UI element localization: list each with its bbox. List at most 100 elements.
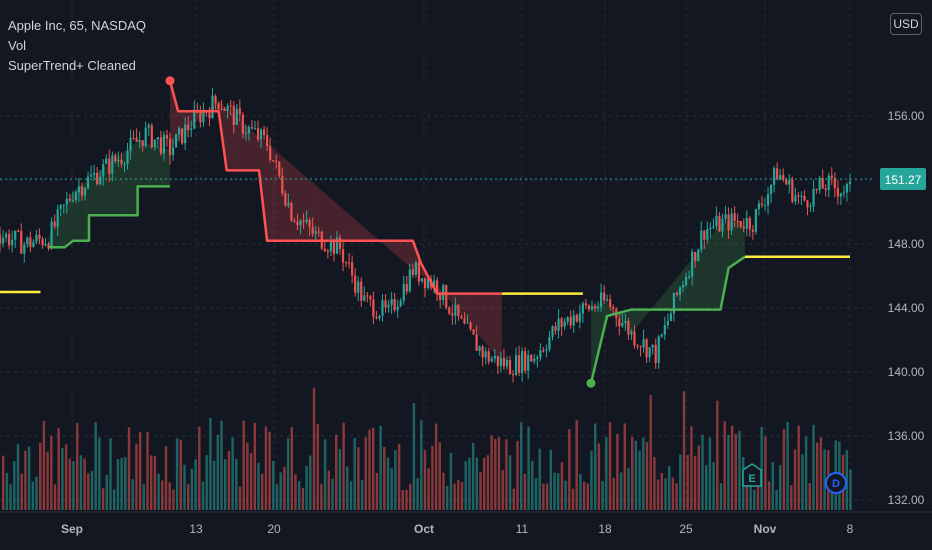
supertrend-fill-down	[170, 80, 502, 363]
candle-body	[472, 329, 475, 335]
volume-bar	[605, 436, 608, 510]
volume-bar	[712, 462, 715, 510]
candle-body	[86, 176, 90, 189]
volume-bar	[39, 442, 42, 510]
volume-bar	[346, 466, 349, 510]
volume-bar	[453, 483, 456, 510]
candle-body	[490, 358, 493, 362]
candle-body	[323, 248, 326, 251]
candle-body	[199, 111, 202, 123]
candle-body	[281, 175, 284, 194]
candle-body	[275, 160, 278, 162]
earnings-icon	[742, 463, 762, 487]
volume-bar	[693, 456, 697, 510]
candle-body	[569, 317, 572, 326]
volume-bar	[723, 421, 726, 510]
candle-body	[521, 351, 524, 373]
volume-bar	[68, 458, 71, 510]
volume-bar	[734, 434, 737, 510]
candle-body	[93, 172, 96, 175]
volume-bar	[61, 447, 64, 510]
volume-bar	[490, 435, 493, 510]
candle-body	[80, 186, 84, 196]
candle-body	[174, 134, 178, 148]
volume-bar	[172, 489, 175, 510]
candle-body	[162, 134, 166, 154]
volume-bar	[575, 420, 578, 510]
candle-body	[232, 105, 235, 125]
candle-body	[691, 251, 694, 277]
indicator-legend[interactable]: SuperTrend+ Cleaned	[8, 58, 136, 73]
volume-bar	[375, 472, 379, 510]
candle-body	[220, 108, 223, 110]
candle-body	[612, 306, 615, 309]
candle-body	[278, 161, 281, 176]
volume-bar	[279, 472, 282, 510]
volume-bar	[434, 423, 438, 510]
candle-body	[678, 287, 682, 295]
trend-flip-dot-down	[165, 76, 175, 86]
volume-bar	[449, 452, 453, 510]
price-axis[interactable]: 132.00136.00140.00144.00148.00152.00156.…	[888, 109, 925, 507]
candle-body	[266, 135, 269, 147]
volume-bar	[638, 450, 641, 510]
candle-body	[138, 140, 141, 142]
candle-body	[38, 234, 41, 240]
candle-body	[332, 240, 336, 254]
candle-body	[697, 249, 700, 261]
supertrend-lines	[0, 76, 850, 388]
currency-button[interactable]: USD	[890, 13, 922, 35]
volume-bar	[9, 484, 12, 510]
candle-body	[694, 251, 697, 261]
candle-body	[1, 237, 5, 244]
candle-body	[305, 219, 308, 222]
candle-body	[572, 315, 575, 326]
volume-bar	[35, 476, 38, 510]
candle-body	[360, 281, 363, 301]
volume-bar	[109, 438, 112, 510]
volume-bar	[767, 481, 771, 510]
volume-bar	[246, 442, 249, 510]
volume-bar	[812, 424, 815, 510]
candle-body	[545, 349, 548, 351]
volume-bar	[64, 444, 68, 510]
volume-bar	[616, 434, 619, 510]
volume-legend[interactable]: Vol	[8, 38, 27, 53]
volume-bar	[57, 428, 60, 510]
time-axis[interactable]: Sep 13 20 Oct 11 18 25 Nov 8	[0, 511, 932, 536]
candle-body	[530, 354, 533, 362]
volume-bar	[545, 483, 549, 510]
candle-body	[773, 168, 776, 185]
candle-body	[129, 137, 132, 151]
candle-body	[463, 318, 466, 324]
candle-body	[423, 278, 427, 288]
candle-body	[766, 194, 770, 206]
symbol-title[interactable]: Apple Inc, 65, NASDAQ	[8, 18, 147, 33]
volume-bar	[105, 474, 108, 510]
candle-body	[660, 334, 663, 337]
candle-body	[505, 360, 509, 367]
x-tick-label: Nov	[754, 522, 777, 536]
candle-body	[514, 355, 518, 375]
candle-body	[645, 339, 648, 358]
volume-bar	[594, 423, 597, 510]
volume-bar	[98, 437, 101, 510]
candle-body	[44, 243, 47, 246]
volume-bar	[94, 422, 97, 510]
volume-bar	[538, 448, 541, 510]
candle-body	[606, 299, 609, 301]
candle-body	[478, 346, 481, 351]
candle-body	[108, 158, 111, 174]
candle-body	[290, 202, 293, 221]
volume-bar	[764, 436, 767, 510]
candle-body	[609, 299, 612, 307]
volume-bar	[87, 473, 90, 510]
candle-body	[238, 108, 241, 115]
volume-bar	[342, 422, 345, 510]
candle-body	[144, 127, 147, 146]
candle-body	[59, 205, 62, 210]
candle-body	[596, 306, 600, 309]
volume-bar	[131, 479, 134, 510]
